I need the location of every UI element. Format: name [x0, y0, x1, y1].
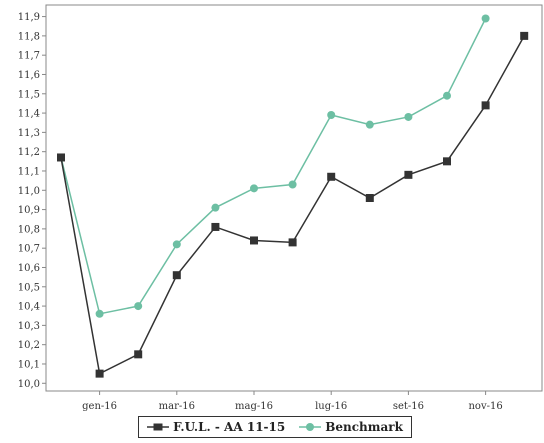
data-point-circle [443, 91, 451, 100]
data-point-circle [288, 180, 297, 189]
data-point-square [211, 222, 220, 231]
legend-item-benchmark[interactable]: Benchmark [299, 420, 403, 434]
chart-axes [42, 4, 543, 395]
x-tick-label: mag-16 [235, 401, 273, 412]
y-tick-label: 11,2 [18, 147, 40, 158]
series-line [60, 35, 525, 375]
y-tick-label: 11,6 [18, 70, 40, 81]
x-tick-label: mar-16 [159, 401, 195, 412]
legend-label-benchmark: Benchmark [325, 420, 403, 434]
circle-marker-icon [299, 423, 322, 431]
data-point-square [57, 153, 65, 162]
data-point-circle [365, 120, 374, 129]
y-tick-label: 10,8 [18, 224, 40, 235]
data-point-square [172, 271, 181, 280]
y-tick-label: 10,3 [18, 321, 40, 332]
y-tick-label: 11,7 [18, 51, 40, 62]
series-0 [57, 31, 529, 378]
y-tick-label: 10,6 [18, 263, 40, 274]
y-tick-label: 10,7 [18, 244, 40, 255]
data-point-square [134, 350, 143, 359]
data-point-square [250, 236, 258, 245]
data-point-circle [327, 111, 336, 120]
y-tick-label: 10,1 [18, 359, 40, 370]
data-point-square [327, 172, 336, 181]
x-tick-label: gen-16 [82, 401, 117, 412]
y-tick-label: 10,4 [18, 302, 40, 313]
data-point-square [520, 31, 529, 40]
y-tick-label: 11,3 [18, 128, 40, 139]
data-point-circle [134, 302, 143, 311]
data-point-circle [404, 112, 413, 121]
plot-frame [45, 4, 543, 392]
y-tick-label: 11,8 [18, 31, 40, 42]
y-tick-label: 10,0 [18, 379, 40, 390]
data-point-circle [250, 184, 258, 193]
square-marker-icon [147, 423, 170, 431]
legend-item-ful[interactable]: F.U.L. - AA 11-15 [147, 420, 285, 434]
data-point-square [95, 369, 104, 378]
series-layer [57, 14, 529, 378]
y-tick-label: 10,9 [18, 205, 40, 216]
y-tick-label: 10,5 [18, 282, 40, 293]
data-point-circle [481, 14, 490, 23]
y-tick-label: 11,5 [18, 89, 40, 100]
data-point-square [443, 157, 451, 166]
legend-label-ful: F.U.L. - AA 11-15 [173, 420, 286, 434]
x-tick-label: set-16 [393, 401, 424, 412]
data-point-circle [172, 240, 181, 249]
y-tick-label: 11,4 [18, 109, 40, 120]
y-tick-label: 11,0 [18, 186, 40, 197]
series-1 [57, 14, 490, 318]
x-tick-label: lug-16 [315, 401, 347, 412]
y-tick-label: 11,1 [18, 166, 40, 177]
y-axis-tick-labels: 10,0 10,1 10,2 10,3 10,4 10,5 10,6 10,7 10,8 10,9… [18, 12, 40, 390]
data-point-square [404, 170, 413, 179]
chart-legend: F.U.L. - AA 11-15 Benchmark [138, 416, 412, 438]
x-tick-label: nov-16 [468, 401, 502, 412]
x-axis-tick-labels: gen-16 mar-16 mag-16 lug-16 set-16 nov-16 [82, 401, 503, 412]
data-point-circle [211, 203, 220, 212]
data-point-square [288, 238, 297, 247]
series-line [60, 18, 487, 315]
data-point-square [481, 101, 490, 110]
data-point-square [365, 194, 374, 202]
y-tick-label: 10,2 [18, 340, 40, 351]
data-point-circle [95, 309, 104, 318]
y-tick-label: 11,9 [18, 12, 40, 23]
